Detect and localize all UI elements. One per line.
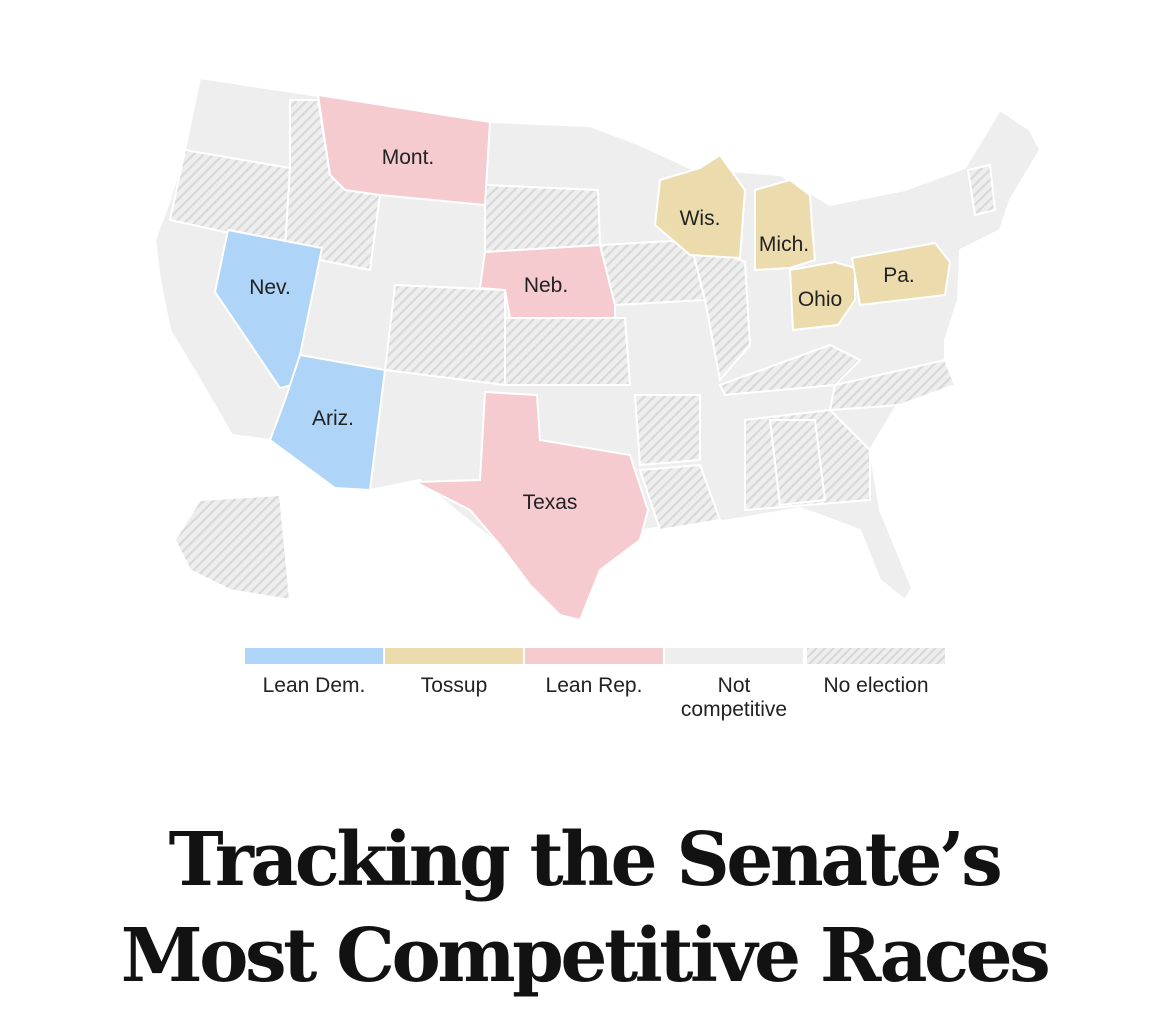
state-texas <box>414 390 650 622</box>
legend-label: Not competitive <box>680 674 788 721</box>
legend-label: Lean Dem. <box>262 674 366 697</box>
state-louisiana <box>638 463 722 532</box>
state-colorado <box>383 283 506 387</box>
legend-label: Lean Rep. <box>545 674 643 697</box>
state-wisconsin <box>653 153 747 260</box>
state-kentucky <box>718 343 862 397</box>
state-pennsylvania <box>850 241 952 307</box>
legend-label: No election <box>823 674 929 697</box>
state-label-pa: Pa. <box>883 264 915 287</box>
state-north-carolina <box>828 358 957 412</box>
legend-label: Tossup <box>420 674 488 697</box>
state-kansas <box>504 317 632 386</box>
state-new-hampshire <box>966 163 997 217</box>
state-nebraska <box>478 243 616 319</box>
state-label-neb: Neb. <box>524 274 568 297</box>
legend-swatch-not-competitive <box>665 648 803 664</box>
state-south-dakota <box>484 183 602 254</box>
headline: Tracking the Senate’s Most Competitive R… <box>0 812 1168 1004</box>
legend-item-no-election: No election <box>807 648 945 698</box>
legend-item-not-competitive: Not competitive <box>665 648 803 722</box>
state-arkansas <box>633 394 701 467</box>
headline-line-2: Most Competitive Races <box>120 913 1051 999</box>
legend-swatch-no-election <box>807 648 945 664</box>
legend-item-tossup: Tossup <box>385 648 523 698</box>
senate-map: Mont. Wis. Mich. Nev. Neb. Pa. Ohio Ariz… <box>153 76 1042 622</box>
state-label-mich: Mich. <box>759 233 809 256</box>
legend-item-lean-dem: Lean Dem. <box>245 648 383 698</box>
legend-swatch-tossup <box>385 648 523 664</box>
legend-swatch-lean-dem <box>245 648 383 664</box>
headline-line-1: Tracking the Senate’s <box>168 817 1003 903</box>
legend-item-lean-rep: Lean Rep. <box>525 648 663 698</box>
state-label-ariz: Ariz. <box>312 407 354 430</box>
us-map-svg: Mont. Wis. Mich. Nev. Neb. Pa. Ohio Ariz… <box>153 76 1042 622</box>
state-alabama-georgia <box>768 419 827 507</box>
state-alaska <box>173 493 292 602</box>
no-election-regions <box>168 99 997 602</box>
state-ohio <box>788 260 856 332</box>
legend-swatch-lean-rep <box>525 648 663 664</box>
state-label-nev: Nev. <box>249 276 291 299</box>
state-label-wis: Wis. <box>680 207 721 230</box>
state-label-texas: Texas <box>523 491 578 514</box>
state-montana <box>316 93 492 207</box>
state-label-mont: Mont. <box>382 146 435 169</box>
state-label-ohio: Ohio <box>798 288 842 311</box>
state-michigan <box>754 178 817 272</box>
state-arizona <box>268 353 387 492</box>
